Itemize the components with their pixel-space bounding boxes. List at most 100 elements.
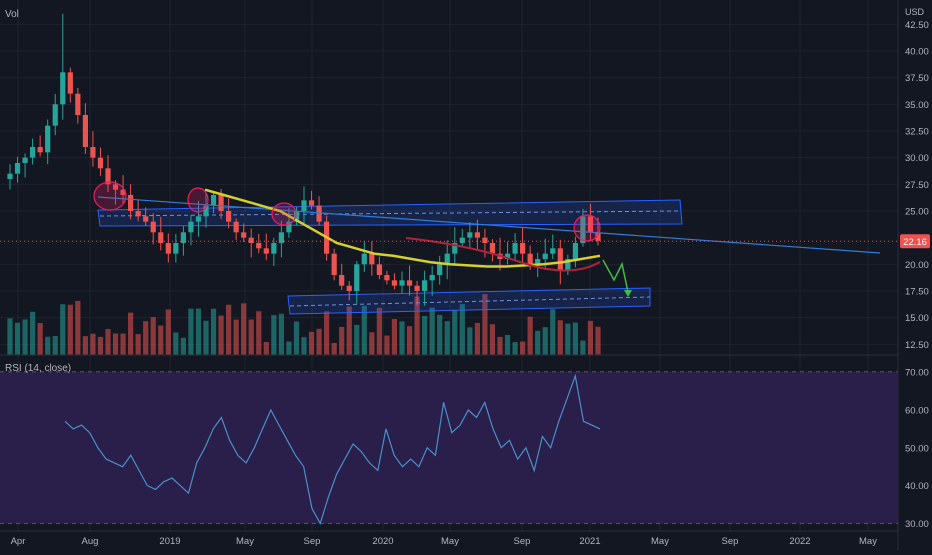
candle-body[interactable] — [527, 253, 533, 265]
candle-body[interactable] — [565, 259, 571, 270]
volume-bar — [128, 312, 134, 355]
candle-body[interactable] — [173, 243, 179, 254]
candle-body[interactable] — [105, 168, 111, 185]
rsi-axis[interactable]: 70.00 60.00 50.00 40.00 30.00 — [905, 368, 929, 530]
volume-bar — [467, 327, 473, 355]
candle-body[interactable] — [316, 205, 322, 222]
volume-bar — [210, 308, 217, 355]
candle-body[interactable] — [346, 285, 352, 291]
candle-body[interactable] — [369, 253, 375, 265]
volume-bar — [391, 318, 398, 355]
candle-body[interactable] — [414, 285, 420, 291]
volume-bar — [75, 300, 81, 355]
volume-bar — [587, 320, 594, 355]
candle-body[interactable] — [308, 200, 315, 206]
candle-body[interactable] — [150, 221, 156, 233]
candle-body[interactable] — [572, 243, 578, 259]
candle-body[interactable] — [595, 232, 601, 241]
time-tick-label: Sep — [304, 536, 321, 547]
candle-body[interactable] — [429, 275, 435, 281]
candle-body[interactable] — [550, 248, 556, 254]
volume-bar — [482, 294, 488, 355]
volume-bar — [105, 328, 111, 355]
candle-body[interactable] — [512, 243, 518, 254]
candle-body[interactable] — [97, 157, 104, 169]
candle-body[interactable] — [557, 248, 563, 270]
candle-body[interactable] — [406, 280, 413, 286]
candle-body[interactable] — [14, 163, 21, 174]
candle-body[interactable] — [7, 173, 13, 179]
volume-bar — [90, 333, 96, 355]
candle-body[interactable] — [399, 280, 405, 286]
candle-body[interactable] — [391, 280, 398, 286]
candle-body[interactable] — [278, 232, 284, 243]
time-tick-label: May — [859, 536, 877, 547]
candle-body[interactable] — [587, 216, 594, 233]
candle-body[interactable] — [384, 275, 390, 281]
candle-body[interactable] — [67, 72, 73, 94]
candle-body[interactable] — [60, 72, 66, 105]
price-tick-label: 30.00 — [905, 153, 929, 164]
volume-bar — [241, 303, 247, 355]
candle-body[interactable] — [422, 280, 428, 291]
volume-bar — [301, 337, 307, 355]
candle-body[interactable] — [437, 264, 443, 275]
candle-body[interactable] — [75, 93, 81, 115]
price-axis[interactable]: 42.50 40.00 37.50 35.00 32.50 30.00 27.50 25.00… — [905, 20, 929, 351]
candle-body[interactable] — [135, 211, 141, 217]
candle-body[interactable] — [210, 195, 217, 206]
candle-body[interactable] — [120, 189, 126, 195]
candle-body[interactable] — [45, 125, 51, 153]
time-axis[interactable]: Apr Aug 2019 May Sep 2020 May Sep 2021 May Sep 2022… — [11, 536, 878, 547]
candle-body[interactable] — [361, 253, 367, 265]
candle-body[interactable] — [354, 264, 360, 291]
candle-body[interactable] — [52, 104, 58, 126]
candle-body[interactable] — [331, 253, 337, 275]
candle-body[interactable] — [271, 243, 277, 254]
candle-body[interactable] — [195, 216, 202, 222]
candle-body[interactable] — [376, 264, 382, 275]
candle-body[interactable] — [241, 232, 247, 238]
candle-body[interactable] — [128, 195, 134, 211]
time-tick-label: Sep — [722, 536, 739, 547]
candle-body[interactable] — [256, 243, 262, 249]
candle-body[interactable] — [233, 221, 239, 233]
candle-body[interactable] — [444, 253, 450, 265]
candle-body[interactable] — [474, 232, 480, 238]
candle-body[interactable] — [535, 259, 541, 265]
candle-body[interactable] — [180, 232, 186, 243]
candle-body[interactable] — [82, 115, 88, 147]
candle-body[interactable] — [143, 216, 149, 222]
moving-average-line — [204, 188, 601, 268]
candle-body[interactable] — [188, 221, 194, 233]
candle-body[interactable] — [158, 232, 164, 243]
candle-body[interactable] — [489, 243, 496, 254]
volume-bar — [67, 304, 73, 355]
candle-body[interactable] — [218, 195, 224, 211]
candle-body[interactable] — [286, 221, 292, 233]
candle-body[interactable] — [459, 237, 465, 243]
candle-body[interactable] — [248, 237, 254, 243]
candle-body[interactable] — [263, 248, 269, 254]
candle-body[interactable] — [452, 243, 458, 254]
candle-body[interactable] — [520, 243, 526, 254]
candle-body[interactable] — [482, 237, 488, 243]
candle-body[interactable] — [580, 216, 586, 243]
candle-body[interactable] — [226, 211, 232, 222]
candle-body[interactable] — [467, 232, 473, 238]
candle-body[interactable] — [112, 184, 119, 190]
candle-body[interactable] — [203, 205, 209, 217]
candle-body[interactable] — [30, 147, 36, 158]
candle-body[interactable] — [22, 157, 28, 163]
candle-body[interactable] — [165, 243, 171, 254]
candle-body[interactable] — [37, 147, 43, 153]
volume-bar — [97, 336, 104, 355]
candle-body[interactable] — [542, 253, 548, 259]
candle-body[interactable] — [504, 253, 511, 259]
candle-body[interactable] — [339, 275, 345, 286]
candle-body[interactable] — [293, 211, 300, 222]
candle-body[interactable] — [90, 147, 96, 158]
candle-body[interactable] — [301, 200, 307, 211]
